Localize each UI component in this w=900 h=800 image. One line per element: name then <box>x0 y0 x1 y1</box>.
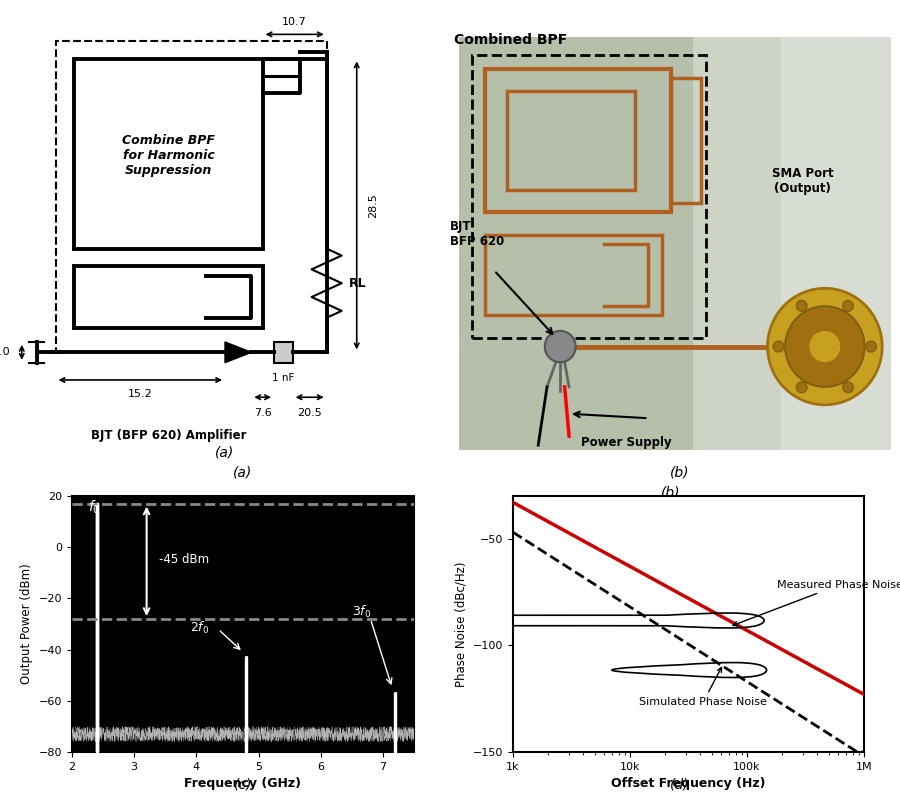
Text: RL: RL <box>349 277 367 290</box>
Text: 20.5: 20.5 <box>297 408 322 418</box>
Circle shape <box>773 341 784 352</box>
Bar <box>274 342 292 362</box>
Bar <box>459 38 789 450</box>
Text: 7.6: 7.6 <box>254 408 272 418</box>
Circle shape <box>768 288 882 405</box>
Text: SMA Port
(Output): SMA Port (Output) <box>772 166 833 194</box>
Text: 1.0: 1.0 <box>0 347 11 358</box>
Text: (a): (a) <box>233 465 253 479</box>
Circle shape <box>785 306 865 387</box>
Polygon shape <box>225 342 251 362</box>
Text: Combined BPF: Combined BPF <box>454 33 568 47</box>
Text: Power Supply: Power Supply <box>581 436 671 449</box>
Circle shape <box>544 331 576 362</box>
Text: 28.5: 28.5 <box>368 193 378 218</box>
Bar <box>781 38 891 450</box>
X-axis label: Frequency (GHz): Frequency (GHz) <box>184 778 302 790</box>
Text: $f_0$: $f_0$ <box>87 498 100 516</box>
Text: 10.7: 10.7 <box>283 18 307 27</box>
Text: (b): (b) <box>661 486 680 499</box>
Text: 15.2: 15.2 <box>128 389 153 398</box>
Text: (c): (c) <box>234 777 252 791</box>
Bar <box>693 38 789 450</box>
Text: -45 dBm: -45 dBm <box>159 553 209 566</box>
Text: Measured Phase Noise: Measured Phase Noise <box>733 580 900 626</box>
Y-axis label: Output Power (dBm): Output Power (dBm) <box>20 564 33 684</box>
Circle shape <box>796 382 807 393</box>
Y-axis label: Phase Noise (dBc/Hz): Phase Noise (dBc/Hz) <box>454 562 467 686</box>
Circle shape <box>809 331 841 362</box>
Text: (a): (a) <box>215 446 235 459</box>
Text: BJT (BFP 620) Amplifier: BJT (BFP 620) Amplifier <box>91 429 247 442</box>
Circle shape <box>866 341 877 352</box>
Circle shape <box>842 382 853 393</box>
Text: BJT
BFP 620: BJT BFP 620 <box>450 220 504 248</box>
Text: $3f_0$: $3f_0$ <box>352 604 371 621</box>
Text: Combine BPF
for Harmonic
Suppression: Combine BPF for Harmonic Suppression <box>122 134 215 177</box>
Text: (d): (d) <box>670 777 689 791</box>
Text: 1 nF: 1 nF <box>272 373 294 383</box>
X-axis label: Offset Frequency (Hz): Offset Frequency (Hz) <box>611 778 766 790</box>
Circle shape <box>796 301 807 311</box>
Circle shape <box>842 301 853 311</box>
Text: (b): (b) <box>670 465 689 479</box>
Text: $2f_0$: $2f_0$ <box>190 620 210 636</box>
Text: Simulated Phase Noise: Simulated Phase Noise <box>639 667 767 707</box>
